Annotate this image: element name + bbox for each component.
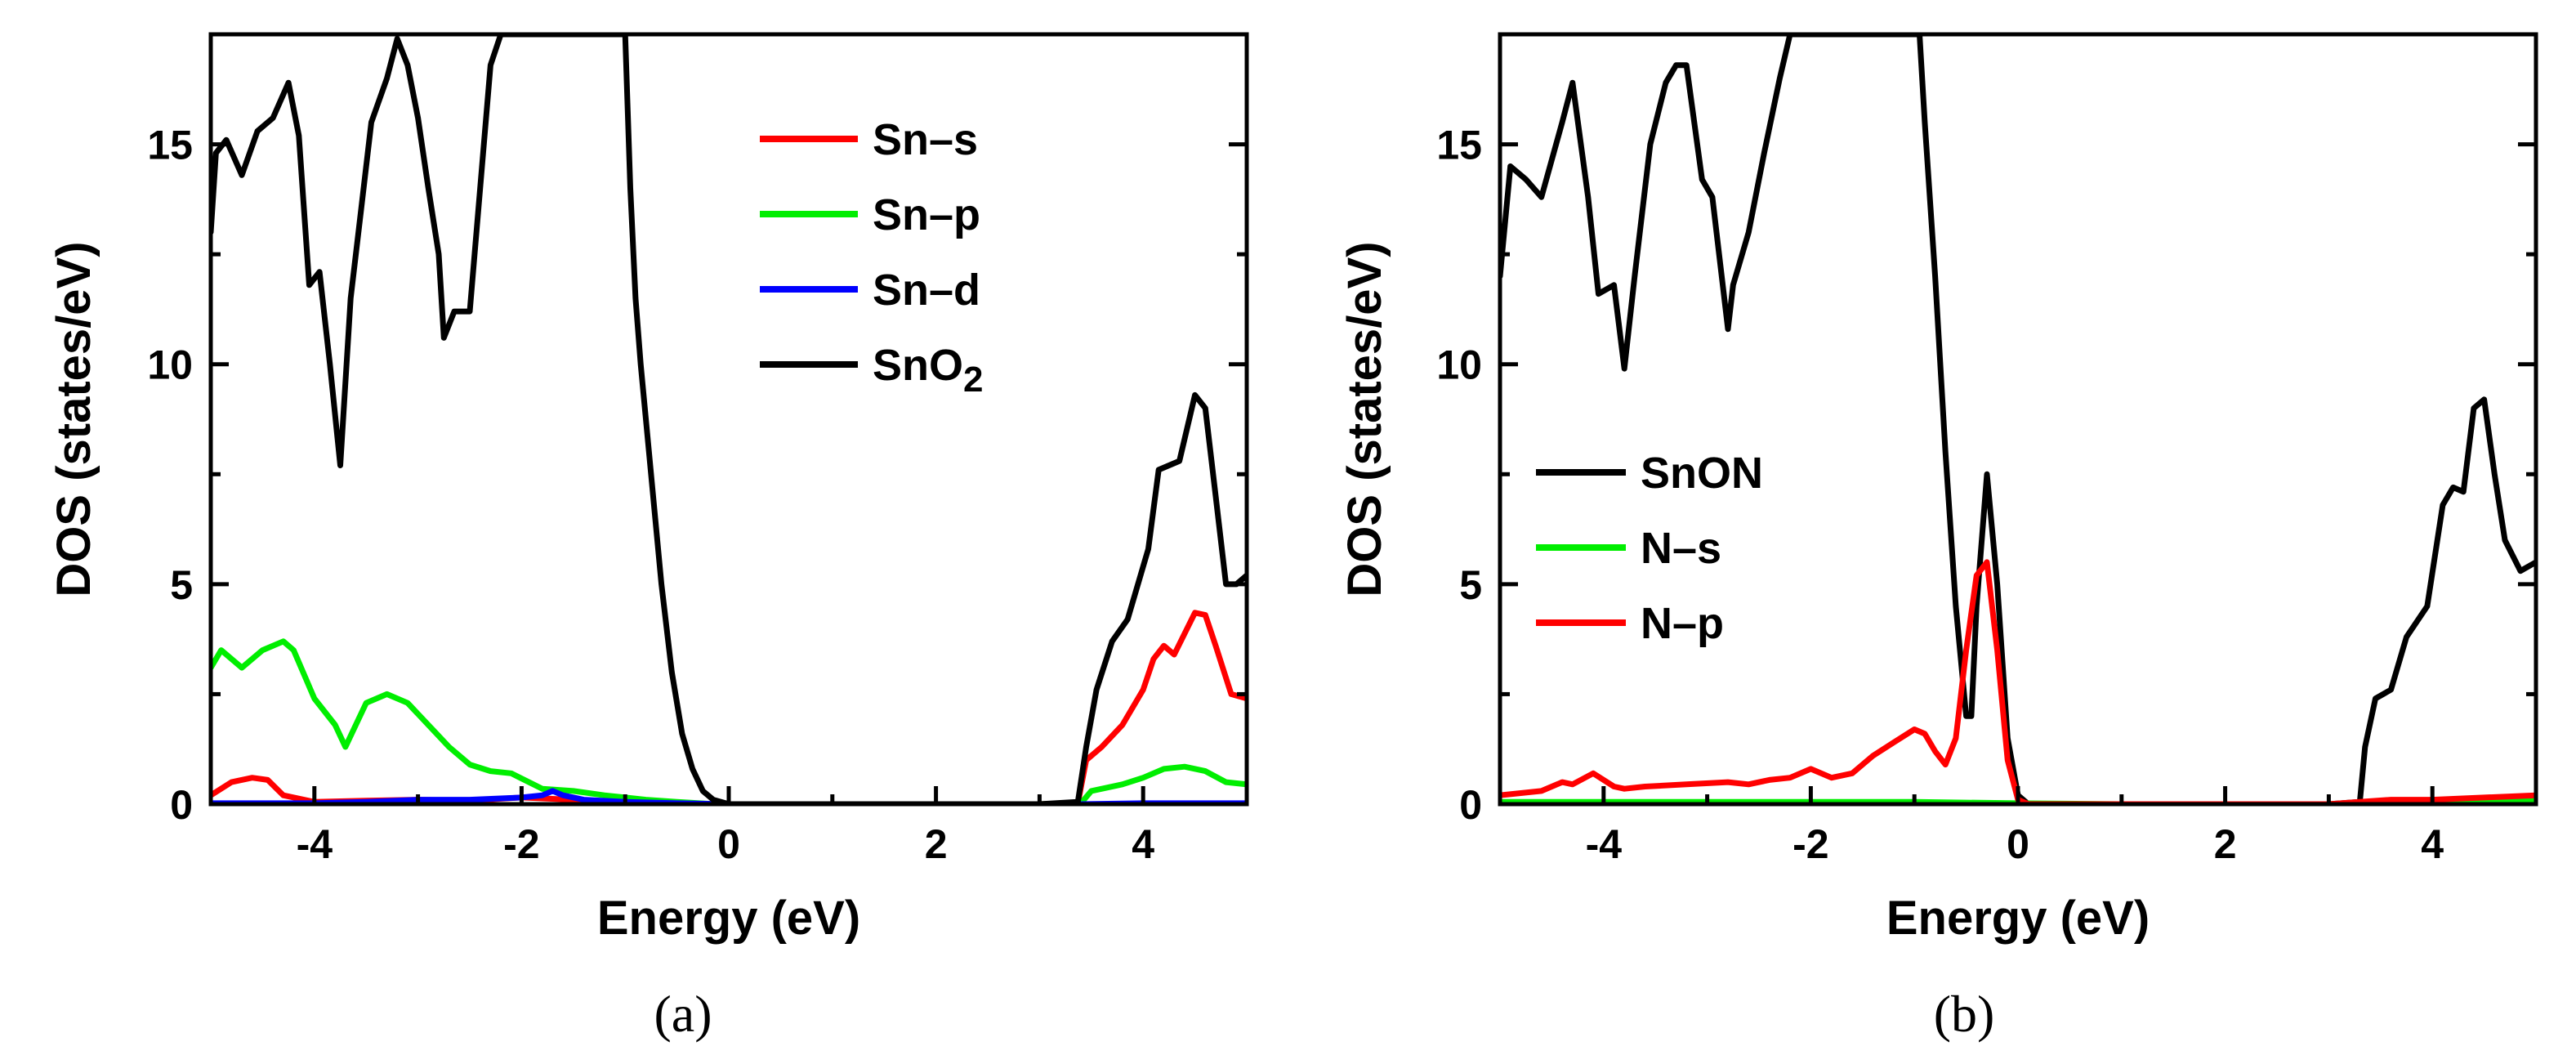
panel-b-plot-frame (1498, 32, 2538, 807)
panel-b-x-tick-label: 0 (2007, 821, 2029, 867)
panel-a-x-tick-label: -2 (503, 821, 539, 867)
panel-a: -4 -2 0 2 4 0 5 10 15 Energy (eV) DOS (states/eV… (47, 32, 1249, 1043)
panel-b-ticks: -4 -2 0 2 4 0 5 10 15 (1436, 123, 2538, 867)
panel-a-x-tick-label: 4 (1132, 821, 1154, 867)
panel-a-legend: Sn–s Sn–p Sn–d SnO2 (760, 115, 984, 400)
panel-a-series-layer (211, 34, 1247, 804)
panel-b-legend: SnON N–s N–p (1536, 449, 1763, 648)
panel-b-y-tick-label: 5 (1459, 562, 1482, 608)
panel-b-y-tick-label: 10 (1436, 342, 1482, 388)
panel-b: -4 -2 0 2 4 0 5 10 15 Energy (eV) DOS (states/eV… (1338, 32, 2538, 1043)
panel-a-legend-label: Sn–p (873, 190, 980, 239)
panel-b-x-tick-label: 2 (2214, 821, 2237, 867)
panel-b-legend-label: N–s (1641, 524, 1721, 573)
panel-b-x-tick-label: -2 (1792, 821, 1828, 867)
panel-b-series-line-2 (1500, 559, 2536, 804)
panel-a-x-tick-label: 0 (717, 821, 740, 867)
panel-a-legend-label: Sn–d (873, 266, 980, 315)
panel-b-legend-label: N–p (1641, 599, 1724, 648)
panel-b-legend-label: SnON (1641, 449, 1763, 498)
panel-a-y-tick-label: 5 (170, 562, 193, 608)
panel-a-y-axis-title: DOS (states/eV) (47, 241, 100, 597)
panel-a-label: (a) (654, 985, 712, 1043)
panel-b-y-axis-title: DOS (states/eV) (1338, 241, 1391, 597)
panel-b-x-tick-label: -4 (1586, 821, 1623, 867)
panel-a-legend-label: Sn–s (873, 115, 978, 164)
panel-a-series-line-1 (211, 638, 1247, 804)
panel-a-x-tick-label: -4 (297, 821, 333, 867)
panel-a-series-line-3 (211, 34, 1247, 804)
panel-b-series-layer (1500, 34, 2536, 804)
panel-a-y-tick-label: 15 (147, 123, 193, 168)
panel-b-x-axis-title: Energy (eV) (1886, 892, 2150, 945)
panel-b-y-tick-label: 15 (1436, 123, 1482, 168)
panel-b-y-tick-label: 0 (1459, 782, 1482, 828)
panel-a-legend-label: SnO2 (873, 341, 984, 400)
panel-a-y-tick-label: 0 (170, 782, 193, 828)
panel-b-series-line-0 (1500, 34, 2536, 804)
panel-b-x-tick-label: 4 (2421, 821, 2444, 867)
panel-a-x-axis-title: Energy (eV) (597, 892, 860, 945)
panel-a-x-tick-label: 2 (925, 821, 948, 867)
panel-a-series-line-2 (211, 788, 1247, 804)
panel-a-y-tick-label: 10 (147, 342, 193, 388)
panel-b-label: (b) (1934, 985, 1995, 1043)
panel-a-ticks: -4 -2 0 2 4 0 5 10 15 (147, 123, 1249, 867)
